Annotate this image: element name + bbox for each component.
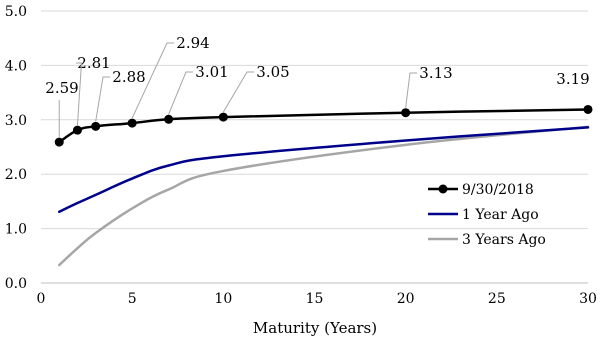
data-label: 2.81 (77, 54, 110, 72)
x-tick-label: 20 (397, 291, 415, 307)
x-tick-label: 25 (488, 291, 506, 307)
data-label: 3.01 (195, 63, 228, 81)
data-point-marker (72, 125, 82, 135)
legend-entry-label: 3 Years Ago (462, 232, 546, 248)
data-label: 3.19 (556, 70, 589, 88)
data-labels: 2.59 2.812.88 2.94 3.01 3.05 3.13 3.19 (45, 34, 590, 138)
series-lines (54, 104, 593, 267)
legend-entry-label: 1 Year Ago (462, 207, 539, 223)
data-label-leader (222, 71, 254, 113)
x-tick-label: 15 (306, 291, 324, 307)
data-label-leader (131, 42, 174, 119)
x-tick-label: 10 (214, 291, 232, 307)
data-point-marker (164, 114, 174, 124)
data-label-leader (95, 76, 110, 122)
data-point-marker (127, 118, 137, 128)
y-tick-label: 1.0 (5, 222, 27, 238)
y-tick-label: 0.0 (5, 276, 27, 292)
data-point-marker (91, 121, 101, 131)
data-label: 2.94 (176, 34, 209, 52)
x-tick-label: 5 (128, 291, 137, 307)
x-axis-title: Maturity (Years) (253, 319, 377, 337)
data-point-marker (218, 112, 228, 122)
data-label-leader (168, 71, 193, 115)
x-tick-label: 0 (37, 291, 46, 307)
data-point-marker (401, 108, 411, 118)
data-label: 3.05 (256, 63, 289, 81)
series-line-1-year-ago (57, 126, 590, 213)
x-tick-label: 30 (579, 291, 597, 307)
y-tick-label: 5.0 (5, 4, 27, 20)
data-point-marker (583, 104, 593, 114)
y-tick-label: 3.0 (5, 113, 27, 129)
data-label: 2.88 (112, 68, 145, 86)
axes: 0.0 1.0 2.0 3.0 4.0 5.0 0 5 10 15 20 25 30 (5, 4, 597, 307)
data-label-leader (76, 62, 82, 126)
data-point-marker (54, 137, 64, 147)
data-label: 2.59 (45, 79, 78, 97)
legend-entry-label: 9/30/2018 (462, 182, 534, 198)
data-label: 3.13 (419, 64, 452, 82)
y-tick-label: 4.0 (5, 58, 27, 74)
legend: 9/30/2018 1 Year Ago 3 Years Ago (428, 182, 546, 248)
y-tick-label: 2.0 (5, 167, 27, 183)
series-line-3-years-ago (57, 125, 590, 267)
series-line-9-30-2018 (57, 108, 590, 144)
legend-marker (438, 184, 448, 194)
data-label-leader (405, 72, 417, 108)
